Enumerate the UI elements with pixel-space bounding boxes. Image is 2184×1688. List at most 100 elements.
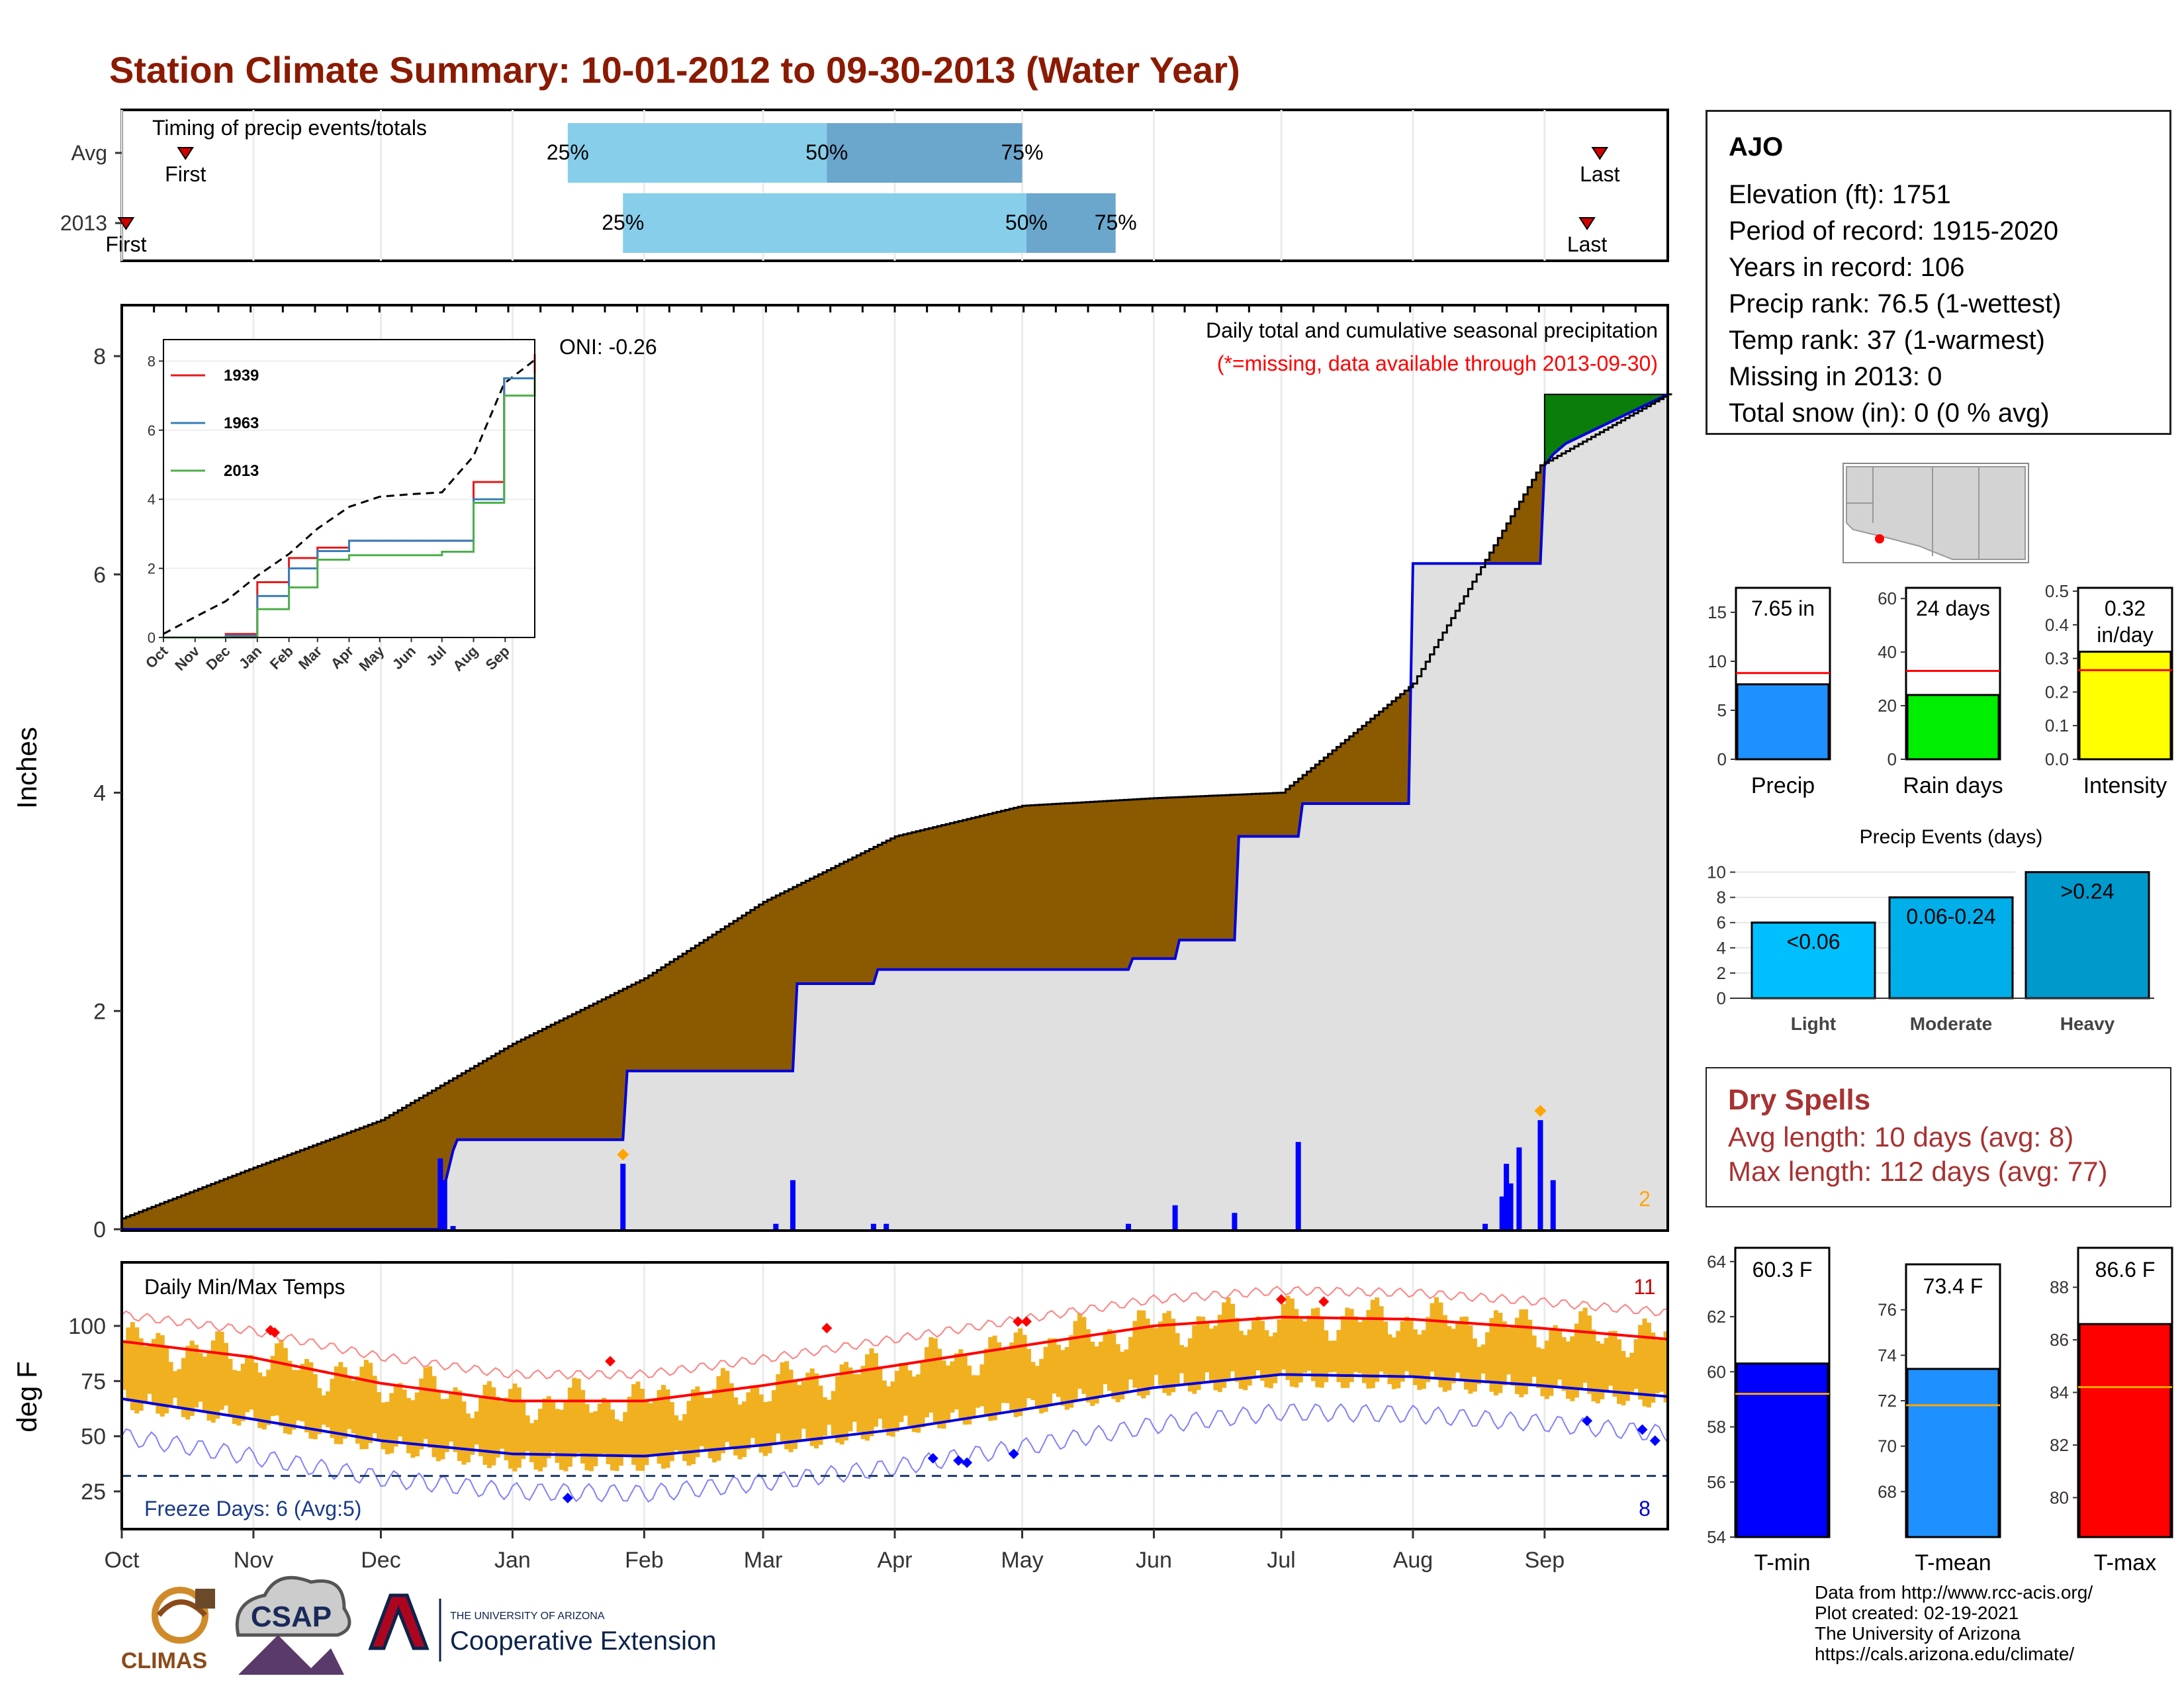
inset-y-tick-label: 2 xyxy=(148,561,156,577)
daily-temp-bar xyxy=(334,1366,339,1444)
timing-last-label: Last xyxy=(1567,232,1608,256)
inset-legend-label: 2013 xyxy=(224,462,259,480)
daily-temp-bar xyxy=(512,1383,518,1472)
daily-precip-bar xyxy=(773,1223,779,1229)
daily-temp-bar xyxy=(202,1356,207,1413)
daily-temp-bar xyxy=(1179,1344,1184,1374)
daily-temp-bar xyxy=(130,1322,135,1411)
daily-temp-bar xyxy=(308,1362,314,1439)
footer-plot-date: Plot created: 02-19-2021 xyxy=(1815,1603,2019,1623)
daily-temp-bar xyxy=(992,1335,997,1421)
daily-temp-bar xyxy=(733,1397,739,1456)
daily-temp-bar xyxy=(1039,1358,1044,1414)
timing-label: Timing of precip events/totals xyxy=(152,116,427,140)
climas-block-icon xyxy=(195,1589,215,1609)
daily-temp-bar xyxy=(1043,1346,1048,1412)
daily-temp-bar xyxy=(219,1331,224,1410)
daily-temp-bar xyxy=(903,1363,908,1416)
daily-temp-bar xyxy=(1255,1316,1261,1371)
daily-temp-bar xyxy=(1145,1318,1150,1395)
daily-temp-bar xyxy=(482,1384,488,1465)
daily-temp-bar xyxy=(398,1383,403,1437)
daily-temp-bar xyxy=(406,1397,411,1454)
daily-temp-bar xyxy=(1056,1344,1061,1397)
daily-temp-bar xyxy=(1264,1330,1269,1387)
daily-temp-bar xyxy=(194,1344,199,1408)
daily-temp-bar xyxy=(351,1380,356,1434)
month-tick-label: Apr xyxy=(878,1548,913,1573)
daily-temp-bar xyxy=(1162,1313,1167,1393)
daily-temp-bar xyxy=(1069,1335,1074,1408)
daily-temp-bar xyxy=(979,1364,985,1407)
daily-temp-bar xyxy=(381,1402,386,1450)
events-title: Precip Events (days) xyxy=(1860,826,2043,848)
temp-bar-tick-label: 80 xyxy=(2050,1487,2069,1507)
temp-bar-label: T-mean xyxy=(1915,1550,1991,1575)
daily-temp-bar xyxy=(1324,1330,1329,1383)
daily-temp-bar xyxy=(1298,1319,1303,1383)
daily-temp-bar xyxy=(504,1397,509,1461)
footer-url: https://cals.arizona.edu/climate/ xyxy=(1815,1644,2075,1664)
mini-chart-tick-label: 15 xyxy=(1707,602,1727,622)
events-tick-label: 2 xyxy=(1717,963,1726,983)
temp-bar-value: 73.4 F xyxy=(1923,1274,1983,1298)
inset-series-line xyxy=(163,373,536,639)
daily-temp-bar xyxy=(521,1400,526,1460)
mini-chart-tick-label: 0.5 xyxy=(2045,581,2069,601)
events-bar-label: >0.24 xyxy=(2061,880,2115,904)
daily-temp-bar xyxy=(296,1370,301,1421)
daily-temp-bar xyxy=(1361,1319,1367,1383)
daily-temp-bar xyxy=(189,1340,195,1417)
month-tick-label: Sep xyxy=(1525,1548,1565,1573)
map-states xyxy=(1846,466,2026,560)
timing-75-label: 75% xyxy=(1095,211,1137,234)
daily-temp-bar xyxy=(801,1381,806,1429)
temp-bar-label: T-max xyxy=(2094,1550,2156,1575)
events-tick-label: 0 xyxy=(1717,988,1726,1008)
daily-temp-bar xyxy=(929,1337,934,1413)
daily-temp-bar xyxy=(1570,1336,1575,1401)
daily-temp-bar xyxy=(831,1391,836,1436)
cold-days-count: 8 xyxy=(1639,1497,1651,1521)
dry-spells-title: Dry Spells xyxy=(1728,1084,1871,1116)
daily-temp-bar xyxy=(486,1381,492,1468)
daily-temp-bar xyxy=(1277,1319,1282,1374)
mini-chart-tick-label: 0 xyxy=(1717,749,1727,769)
daily-temp-bar xyxy=(763,1401,768,1456)
daily-temp-bar xyxy=(122,1341,127,1390)
daily-temp-bar xyxy=(1608,1331,1614,1386)
daily-temp-bar xyxy=(699,1391,704,1446)
precip-y-label: Inches xyxy=(11,727,42,809)
daily-temp-bar xyxy=(1171,1319,1176,1393)
inset-y-tick-label: 6 xyxy=(148,422,156,439)
daily-temp-bar xyxy=(1183,1346,1189,1384)
daily-temp-bar xyxy=(576,1378,581,1454)
daily-temp-bar xyxy=(623,1412,628,1456)
daily-temp-bar xyxy=(588,1412,594,1472)
daily-temp-bar xyxy=(542,1398,547,1468)
daily-temp-bar xyxy=(563,1401,569,1472)
precip-cumulative-line xyxy=(122,393,1668,1231)
daily-temp-bar xyxy=(1022,1335,1027,1409)
mini-chart-tick-label: 0.2 xyxy=(2045,682,2069,702)
daily-temp-bar xyxy=(1502,1321,1507,1385)
events-tick-label: 4 xyxy=(1717,938,1726,958)
timing-last-marker xyxy=(1578,217,1596,230)
timing-25-label: 25% xyxy=(602,211,644,234)
inset-y-tick-label: 8 xyxy=(148,353,156,369)
daily-temp-bar xyxy=(1247,1329,1252,1386)
temp-bar-tick-label: 84 xyxy=(2050,1383,2069,1403)
precip-y-tick-label: 0 xyxy=(93,1217,106,1243)
temp-bar-tick-label: 64 xyxy=(1707,1252,1726,1272)
timing-bar-q1 xyxy=(623,193,1026,253)
daily-temp-bar xyxy=(355,1376,360,1444)
daily-temp-bar xyxy=(1026,1348,1031,1399)
daily-temp-bar xyxy=(648,1403,653,1455)
station-name: AJO xyxy=(1729,132,1784,162)
daily-temp-bar xyxy=(185,1346,191,1420)
daily-temp-bar xyxy=(1629,1352,1635,1392)
daily-temp-bar xyxy=(597,1403,602,1457)
daily-temp-bar xyxy=(342,1367,347,1439)
precip-average-line xyxy=(122,393,1672,1220)
daily-temp-bar xyxy=(1208,1329,1214,1383)
